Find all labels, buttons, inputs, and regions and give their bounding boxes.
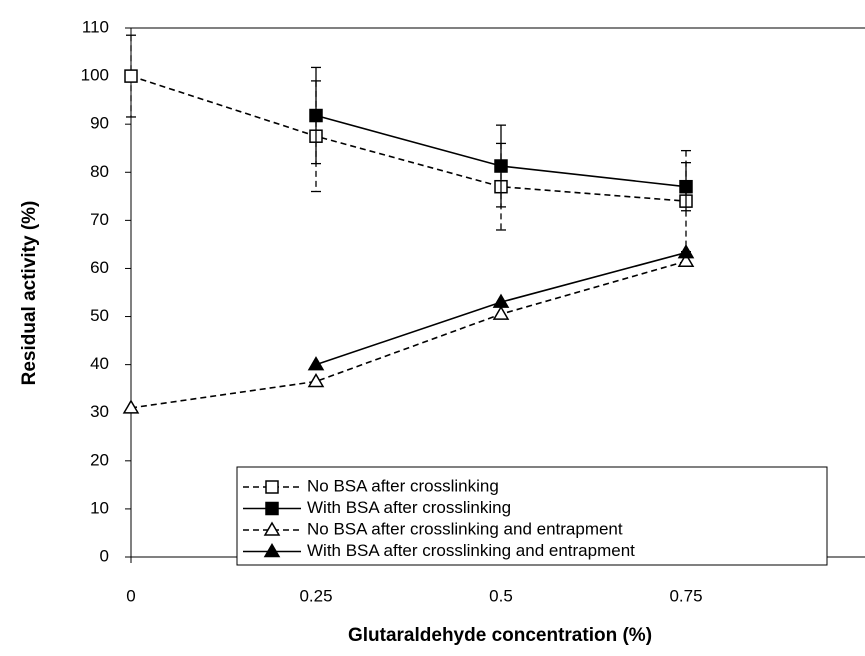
y-tick-label: 60 xyxy=(90,258,109,277)
legend-label: No BSA after crosslinking xyxy=(307,476,499,495)
x-tick-label: 0.75 xyxy=(669,586,702,605)
x-axis-title: Glutaraldehyde concentration (%) xyxy=(348,625,652,646)
triangle-marker xyxy=(492,305,510,320)
triangle-marker xyxy=(122,399,140,414)
y-tick-label: 100 xyxy=(81,66,109,85)
legend-marker xyxy=(265,501,279,516)
legend-label: With BSA after crosslinking xyxy=(307,498,511,517)
y-tick-label: 30 xyxy=(90,402,109,421)
legend-marker xyxy=(263,543,281,558)
triangle-marker xyxy=(677,252,695,267)
legend-label: No BSA after crosslinking and entrapment xyxy=(307,519,623,538)
square-marker xyxy=(309,108,323,123)
series-line xyxy=(130,260,687,409)
y-tick-label: 80 xyxy=(90,162,109,181)
y-tick-label: 10 xyxy=(90,498,109,517)
y-tick-label: 20 xyxy=(90,450,109,469)
square-marker xyxy=(679,179,693,194)
square-marker xyxy=(124,69,138,83)
series-line xyxy=(130,75,687,202)
square-marker xyxy=(494,159,508,173)
y-tick-label: 90 xyxy=(90,114,109,133)
triangle-marker xyxy=(677,244,695,259)
triangle-marker xyxy=(307,356,325,371)
x-tick-label: 0.25 xyxy=(299,586,332,605)
legend-marker xyxy=(265,480,279,494)
y-tick-label: 0 xyxy=(100,546,109,565)
y-tick-label: 40 xyxy=(90,354,109,373)
y-tick-label: 50 xyxy=(90,306,109,325)
y-tick-label: 70 xyxy=(90,210,109,229)
triangle-marker xyxy=(307,372,325,388)
legend-box xyxy=(236,466,828,566)
x-tick-label: 0 xyxy=(126,586,135,605)
y-tick-label: 110 xyxy=(82,17,109,36)
triangle-marker xyxy=(492,293,510,308)
legend-marker xyxy=(263,521,281,536)
x-tick-label: 0.5 xyxy=(489,586,513,605)
legend-label: With BSA after crosslinking and entrapme… xyxy=(307,541,635,560)
y-axis-title: Residual activity (%) xyxy=(19,201,40,386)
